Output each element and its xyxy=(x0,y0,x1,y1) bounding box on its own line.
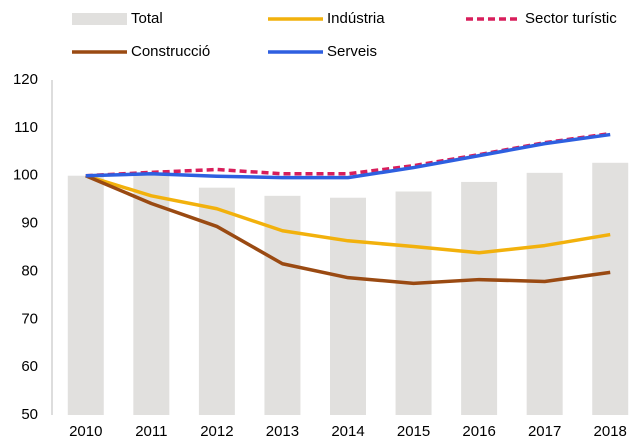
legend-label: Serveis xyxy=(327,43,377,60)
bar xyxy=(395,191,432,415)
bar xyxy=(592,162,629,415)
line-series xyxy=(85,174,611,255)
line-series xyxy=(85,132,611,180)
bar xyxy=(330,197,366,415)
x-tick-label: 2016 xyxy=(462,423,495,440)
bar xyxy=(264,195,301,415)
x-tick-label: 2014 xyxy=(331,423,364,440)
y-tick-label: 50 xyxy=(21,406,38,423)
bar xyxy=(461,181,498,415)
x-tick-label: 2018 xyxy=(594,423,627,440)
bar xyxy=(133,173,170,415)
legend-swatch xyxy=(72,13,127,25)
bar xyxy=(67,175,104,415)
y-tick-label: 70 xyxy=(21,310,38,327)
line-series xyxy=(85,174,611,286)
x-tick-label: 2010 xyxy=(69,423,102,440)
x-tick-label: 2015 xyxy=(397,423,430,440)
x-tick-label: 2017 xyxy=(528,423,561,440)
y-tick-label: 90 xyxy=(21,215,38,232)
line-series xyxy=(85,131,611,178)
bar xyxy=(526,172,563,415)
legend-label: Indústria xyxy=(327,10,385,27)
y-tick-label: 110 xyxy=(14,119,38,136)
x-tick-label: 2011 xyxy=(135,423,167,440)
legend-label: Sector turístic xyxy=(525,10,617,27)
y-tick-label: 120 xyxy=(13,71,38,88)
legend-label: Construcció xyxy=(131,43,210,60)
x-tick-label: 2012 xyxy=(200,423,233,440)
x-tick-label: 2013 xyxy=(266,423,299,440)
y-tick-label: 80 xyxy=(21,262,38,279)
legend-label: Total xyxy=(131,10,163,27)
y-tick-label: 100 xyxy=(13,167,38,184)
y-tick-label: 60 xyxy=(21,358,38,375)
